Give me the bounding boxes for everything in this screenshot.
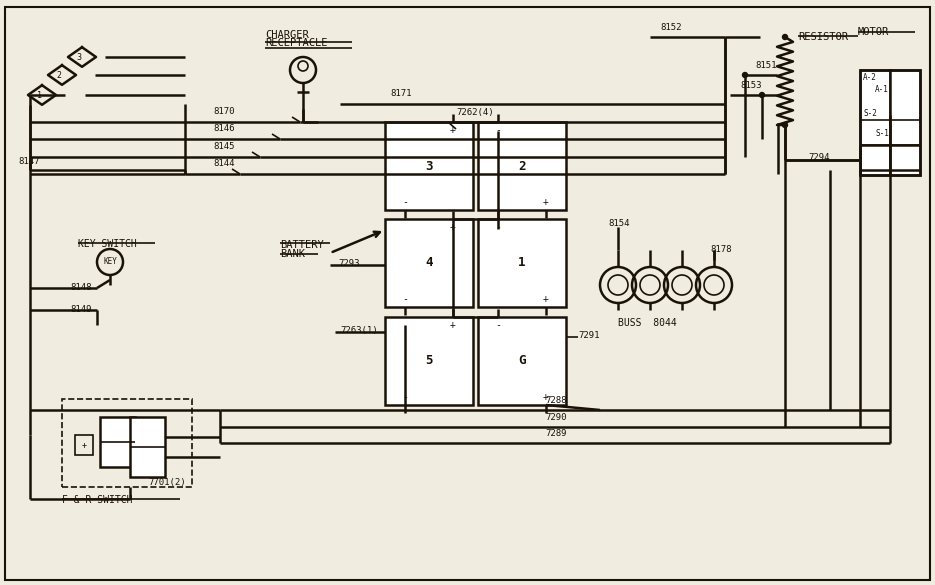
Text: 2: 2 xyxy=(56,71,62,80)
Text: 8145: 8145 xyxy=(213,142,235,151)
Circle shape xyxy=(742,73,747,77)
Text: RECEPTACLE: RECEPTACLE xyxy=(265,38,327,48)
Text: -: - xyxy=(402,392,408,402)
Text: 7293: 7293 xyxy=(338,259,359,267)
Text: +: + xyxy=(543,197,549,207)
Text: -: - xyxy=(495,222,501,232)
Text: BANK: BANK xyxy=(280,249,305,259)
Text: 8170: 8170 xyxy=(213,107,235,116)
Text: 4: 4 xyxy=(425,256,433,270)
Text: +: + xyxy=(81,441,87,449)
Text: 8152: 8152 xyxy=(660,23,682,32)
Text: A-1: A-1 xyxy=(875,85,889,95)
Text: KEY: KEY xyxy=(103,257,117,267)
Bar xyxy=(62,399,192,487)
Text: 8146: 8146 xyxy=(213,124,235,133)
Circle shape xyxy=(783,35,787,40)
Text: S-1: S-1 xyxy=(875,129,889,137)
Text: 7290: 7290 xyxy=(545,413,567,422)
Text: 8147: 8147 xyxy=(18,157,39,167)
Text: -: - xyxy=(495,125,501,135)
Bar xyxy=(385,219,473,307)
Bar xyxy=(100,417,135,467)
Text: 8149: 8149 xyxy=(70,305,92,315)
Text: CHARGER: CHARGER xyxy=(265,30,309,40)
Text: 7263(1): 7263(1) xyxy=(340,325,378,335)
Text: F & R SWITCH: F & R SWITCH xyxy=(62,495,133,505)
Text: 7701(2): 7701(2) xyxy=(148,479,186,487)
Text: 8171: 8171 xyxy=(390,89,411,98)
Text: G: G xyxy=(518,355,525,367)
Bar xyxy=(130,417,165,477)
Text: 1: 1 xyxy=(36,91,41,99)
Text: 7289: 7289 xyxy=(545,429,567,438)
Text: 8153: 8153 xyxy=(740,81,761,90)
Text: A-2: A-2 xyxy=(863,73,877,81)
Bar xyxy=(75,435,93,455)
Text: 8144: 8144 xyxy=(213,159,235,168)
Text: 2: 2 xyxy=(518,160,525,173)
Text: 5: 5 xyxy=(425,355,433,367)
Bar xyxy=(890,70,920,175)
Text: MOTOR: MOTOR xyxy=(858,27,889,37)
Bar xyxy=(385,122,473,210)
Text: +: + xyxy=(543,294,549,304)
Bar xyxy=(385,317,473,405)
Text: 7288: 7288 xyxy=(545,396,567,405)
Text: RESISTOR: RESISTOR xyxy=(798,32,848,42)
Bar xyxy=(860,70,920,175)
Text: KEY SWITCH: KEY SWITCH xyxy=(78,239,137,249)
Text: 8151: 8151 xyxy=(755,61,776,70)
Text: +: + xyxy=(543,392,549,402)
Text: 7291: 7291 xyxy=(578,331,599,339)
Text: BUSS  8044: BUSS 8044 xyxy=(618,318,677,328)
Text: 8154: 8154 xyxy=(608,219,629,228)
Text: +: + xyxy=(450,125,456,135)
Bar xyxy=(860,70,890,175)
Text: S-2: S-2 xyxy=(863,108,877,118)
Bar xyxy=(478,317,566,405)
Bar xyxy=(478,219,566,307)
Bar xyxy=(478,122,566,210)
Text: 3: 3 xyxy=(425,160,433,173)
Text: 8148: 8148 xyxy=(70,284,92,292)
Text: 7262(4): 7262(4) xyxy=(456,108,494,117)
Text: BATTERY: BATTERY xyxy=(280,240,324,250)
Text: +: + xyxy=(450,320,456,330)
Circle shape xyxy=(783,122,787,128)
Text: 8178: 8178 xyxy=(710,246,731,254)
Circle shape xyxy=(759,92,765,98)
Text: -: - xyxy=(495,320,501,330)
Text: -: - xyxy=(402,294,408,304)
Text: 1: 1 xyxy=(518,256,525,270)
Text: -: - xyxy=(402,197,408,207)
Text: +: + xyxy=(450,222,456,232)
Text: 7294: 7294 xyxy=(808,153,829,161)
Text: 3: 3 xyxy=(77,53,81,61)
